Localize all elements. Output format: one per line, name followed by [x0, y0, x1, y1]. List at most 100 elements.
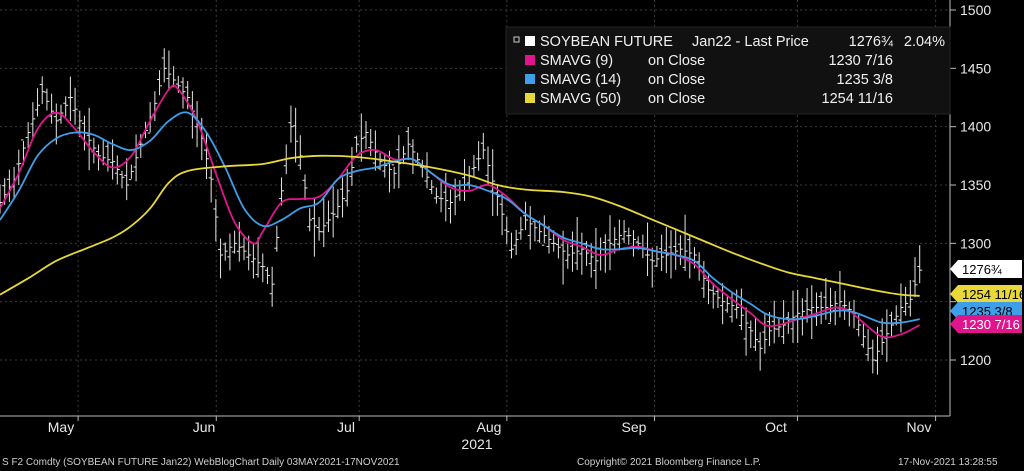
legend-desc: Jan22 - Last Price	[692, 34, 809, 50]
price-bar	[429, 179, 435, 194]
price-label-text: 1230 7/16	[962, 317, 1020, 332]
price-bar	[738, 288, 744, 331]
price-bar	[569, 231, 575, 272]
price-bar	[898, 283, 904, 333]
price-bar	[673, 230, 679, 270]
price-bar	[288, 105, 294, 143]
price-bar	[250, 242, 256, 279]
legend-box	[505, 26, 951, 115]
price-bar	[0, 184, 3, 214]
x-axis: May Jun Jul Aug Sep Oct Nov 2021	[48, 416, 937, 452]
x-tick-label: Oct	[765, 419, 787, 435]
legend-name: SMAVG (50)	[540, 91, 621, 107]
price-bar	[279, 177, 285, 206]
price-bar	[677, 235, 683, 266]
price-bar	[795, 289, 801, 343]
price-bar	[537, 220, 543, 243]
price-bar	[480, 132, 486, 160]
price-bar	[701, 260, 707, 298]
price-bar	[349, 147, 355, 186]
price-bar	[157, 70, 163, 96]
price-bar	[114, 155, 120, 185]
price-label-box	[950, 315, 1022, 333]
legend: SOYBEAN FUTURE Jan22 - Last Price 1276¾ 2.0…	[505, 26, 951, 115]
chart-footer: S F2 Comdty (SOYBEAN FUTURE Jan22) WebBl…	[0, 455, 1024, 471]
price-bar	[903, 286, 909, 316]
price-bar	[133, 134, 139, 182]
price-bar	[344, 168, 350, 207]
price-bar	[30, 102, 36, 138]
price-bar	[293, 107, 299, 163]
legend-swatch	[525, 36, 535, 46]
legend-name: SMAVG (14)	[540, 72, 621, 88]
price-bar	[485, 146, 491, 186]
price-bar	[682, 214, 688, 271]
price-bar	[724, 294, 730, 313]
price-bar	[63, 96, 69, 117]
price-bar	[119, 170, 125, 189]
price-bar	[767, 311, 773, 347]
price-bar	[912, 257, 918, 298]
price-bar	[433, 187, 439, 204]
price-bar	[508, 232, 514, 259]
price-bar	[818, 291, 824, 325]
price-bar	[443, 172, 449, 222]
footer-security-info: S F2 Comdty (SOYBEAN FUTURE Jan22) WebBl…	[2, 457, 400, 468]
price-bar	[687, 235, 693, 279]
price-bar	[663, 227, 669, 274]
series-line	[0, 111, 920, 325]
price-bar	[35, 88, 41, 117]
legend-swatch	[525, 93, 535, 103]
legend-value: 1235 3/8	[837, 72, 893, 88]
price-bar	[527, 206, 533, 250]
price-bar	[541, 215, 547, 246]
x-tick-label: May	[48, 419, 74, 435]
price-bar	[574, 216, 580, 271]
price-label-text: 1276¾	[962, 262, 1002, 277]
price-bar	[621, 220, 627, 244]
price-label-text: 1254 11/16	[962, 287, 1024, 302]
price-label-box	[950, 285, 1022, 303]
price-bar	[410, 139, 416, 174]
x-tick-label: Sep	[622, 419, 647, 435]
price-label: 1276¾	[950, 260, 1022, 278]
price-bar	[222, 242, 228, 261]
price-bar	[377, 152, 383, 171]
price-bar	[325, 200, 331, 233]
price-bar	[180, 77, 186, 109]
price-bar	[720, 283, 726, 325]
price-bar	[185, 80, 191, 110]
legend-change: 2.04%	[904, 34, 945, 50]
price-bar	[297, 135, 303, 170]
series-line	[0, 84, 921, 339]
price-bar	[86, 107, 92, 171]
gridlines	[0, 0, 950, 416]
legend-swatch	[525, 74, 535, 84]
price-bar	[607, 215, 613, 271]
legend-name: SOYBEAN FUTURE	[540, 34, 673, 50]
price-bar	[321, 198, 327, 248]
price-bar	[842, 290, 848, 320]
price-bar	[790, 290, 796, 343]
price-bar	[232, 230, 238, 254]
price-bar	[710, 282, 716, 309]
price-bar	[476, 141, 482, 171]
price-bar	[67, 76, 73, 122]
price-bar	[447, 189, 453, 224]
price-bar	[241, 237, 247, 261]
price-bar	[340, 177, 346, 218]
price-bar	[593, 227, 599, 290]
price-bar	[649, 247, 655, 288]
price-bar	[316, 217, 322, 241]
legend-value: 1254 11/16	[822, 91, 894, 107]
x-year-label: 2021	[461, 436, 492, 452]
price-bar	[471, 154, 477, 177]
price-bar	[579, 232, 585, 275]
y-tick-label: 1350	[960, 177, 991, 193]
price-bar	[213, 199, 219, 242]
price-label-box	[950, 260, 1022, 278]
price-bar	[330, 186, 336, 238]
price-bar	[39, 76, 45, 105]
price-bar	[405, 126, 411, 161]
